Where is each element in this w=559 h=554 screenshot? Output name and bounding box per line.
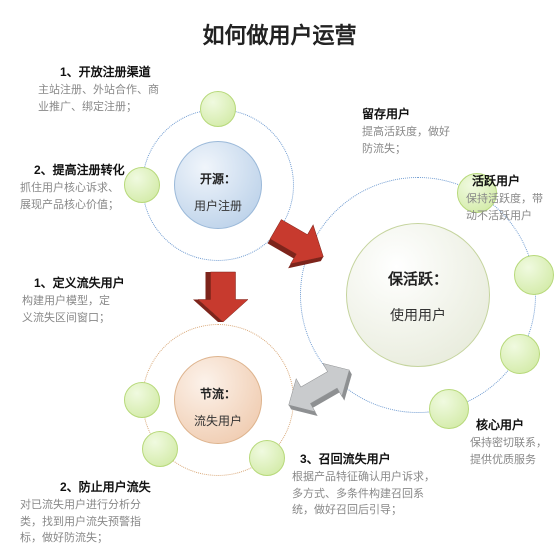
heading-h5: 3、召回流失用户 [300, 450, 391, 467]
heading-h1: 1、开放注册渠道 [60, 63, 151, 80]
body-h5: 根据产品特征确认用户诉求， 多方式、多条件构建召回系 统，做好召回后引导； [292, 469, 435, 519]
hub-churn-line1: 节流： [175, 385, 261, 402]
hub-source: 开源： 用户注册 [174, 141, 262, 229]
heading-r3: 核心用户 [476, 416, 524, 433]
satellite-active-8 [429, 389, 469, 429]
body-r1: 提高活跃度，做好 防流失； [362, 124, 450, 157]
body-h4: 对已流失用户进行分析分 类，找到用户流失预警指 标，做好防流失； [20, 497, 141, 547]
satellite-churn-3 [124, 382, 160, 418]
body-r2: 保持活跃度，带 动不活跃用户 [466, 191, 543, 224]
satellite-churn-2 [142, 431, 178, 467]
heading-h4: 2、防止用户流失 [60, 478, 151, 495]
hub-churn-line2: 流失用户 [175, 412, 261, 429]
hub-active-line1: 保活跃： [347, 268, 489, 289]
page-title: 如何做用户运营 [0, 18, 559, 50]
arrow-source-to-churn [190, 272, 248, 322]
body-h3: 构建用户模型，定 义流失区间窗口； [22, 293, 110, 326]
satellite-active-6 [514, 255, 554, 295]
body-r3: 保持密切联系， 提供优质服务 [470, 435, 547, 468]
satellite-source-0 [200, 91, 236, 127]
satellite-active-7 [500, 334, 540, 374]
body-h1: 主站注册、外站合作、商 业推广、绑定注册； [38, 82, 159, 115]
hub-active: 保活跃： 使用用户 [346, 223, 490, 367]
heading-r1: 留存用户 [362, 105, 410, 122]
hub-active-line2: 使用用户 [347, 305, 489, 325]
satellite-churn-4 [249, 440, 285, 476]
hub-source-line1: 开源： [175, 170, 261, 187]
hub-source-line2: 用户注册 [175, 197, 261, 214]
heading-h3: 1、定义流失用户 [34, 274, 125, 291]
heading-r2: 活跃用户 [472, 172, 520, 189]
heading-h2: 2、提高注册转化 [34, 161, 125, 178]
satellite-source-1 [124, 167, 160, 203]
body-h2: 抓住用户核心诉求、 展现产品核心价值； [20, 180, 119, 213]
hub-churn: 节流： 流失用户 [174, 356, 262, 444]
